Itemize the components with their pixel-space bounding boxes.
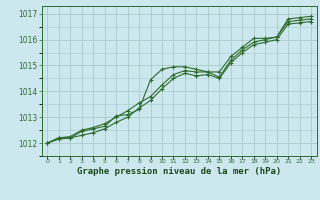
X-axis label: Graphe pression niveau de la mer (hPa): Graphe pression niveau de la mer (hPa) <box>77 167 281 176</box>
